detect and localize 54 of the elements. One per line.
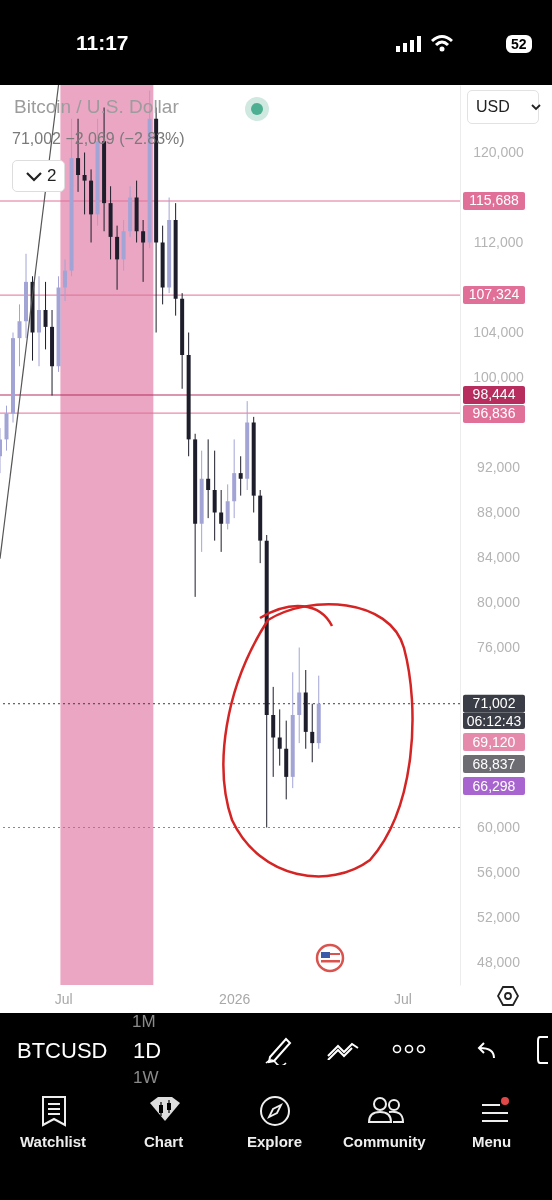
candlestick: [206, 438, 211, 519]
x-tick-label: Jul: [54, 990, 73, 1007]
candlestick: [271, 686, 276, 778]
y-tick-label: 52,000: [477, 909, 521, 925]
text: USD: [467, 90, 539, 124]
ref-line-label: 115,688: [469, 192, 519, 209]
text: Menu: [472, 1133, 512, 1150]
text: 1M: [132, 1012, 156, 1032]
candlestick: [277, 708, 282, 767]
candlestick: [37, 275, 42, 367]
y-tick-label: 84,000: [477, 549, 521, 565]
ref-line-label: 98,444: [472, 386, 516, 403]
candlestick: [310, 703, 315, 763]
candlestick: [43, 281, 48, 350]
candlestick: [225, 483, 230, 530]
y-tick-label: 92,000: [477, 459, 521, 475]
y-tick-label: 80,000: [477, 594, 521, 610]
candlestick: [297, 647, 302, 744]
candlestick: [63, 258, 68, 302]
text: 68,837: [463, 755, 525, 773]
ref-line-label: 96,836: [472, 405, 516, 422]
y-tick-label: 48,000: [477, 954, 521, 970]
y-tick-label: 100,000: [473, 369, 525, 385]
text: Community: [343, 1133, 426, 1150]
text: 1W: [133, 1068, 159, 1088]
y-tick-label: 112,000: [473, 234, 524, 250]
ref-line-label: 71,002: [472, 694, 516, 711]
y-tick-label: 60,000: [477, 819, 521, 835]
candlestick: [219, 489, 224, 553]
text: 52: [506, 35, 532, 53]
y-tick-label: 56,000: [477, 864, 521, 880]
candlestick: [212, 450, 217, 542]
candlestick: [115, 225, 120, 291]
y-tick-label: 120,000: [473, 144, 525, 160]
text: 66,298: [463, 777, 525, 795]
x-tick-label: Jul: [393, 990, 412, 1007]
text: 06:12:43: [463, 713, 525, 729]
x-tick-label: 2026: [219, 990, 251, 1007]
y-tick-label: 104,000: [473, 324, 525, 340]
text: Watchlist: [20, 1133, 87, 1150]
text: Explore: [247, 1133, 303, 1150]
ref-line-label: 107,324: [468, 286, 520, 303]
y-tick-label: 76,000: [477, 639, 521, 655]
candlestick: [238, 455, 243, 497]
candlestick: [141, 219, 146, 283]
text: Chart: [144, 1133, 184, 1150]
candlestick: [82, 152, 87, 215]
text: 69,120: [463, 733, 525, 751]
candlestick: [17, 303, 22, 367]
y-tick-label: 88,000: [477, 504, 521, 520]
text: 1D: [133, 1038, 162, 1064]
text: BTCUSD: [17, 1038, 108, 1064]
text: 11:17: [76, 31, 129, 55]
annotation: 2: [12, 160, 66, 192]
